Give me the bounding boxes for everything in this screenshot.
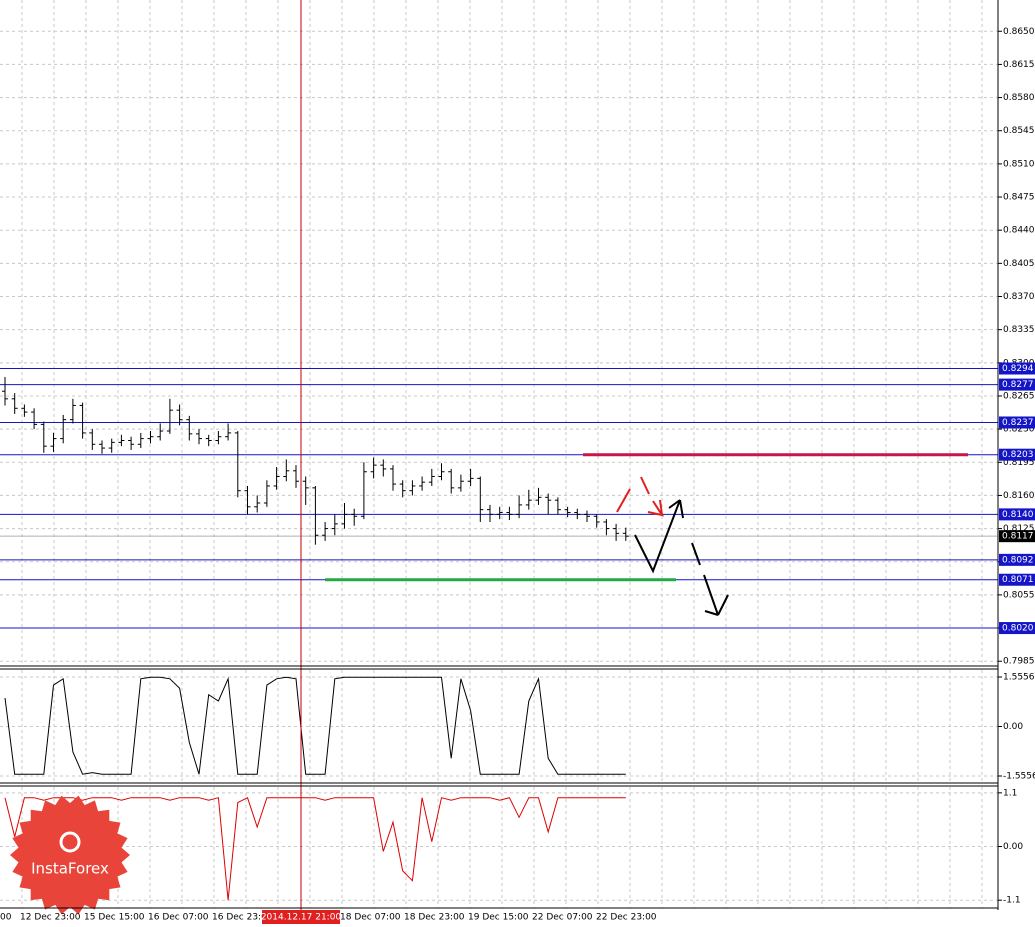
level-label: 0.8140 (1002, 510, 1034, 520)
x-tick-label: 12 Dec 23:00 (20, 913, 81, 923)
logo: InstaForex (10, 795, 130, 915)
x-tick-label: 00 (0, 913, 12, 923)
logo-badge (10, 795, 130, 915)
crosshair-label-box (262, 910, 340, 924)
indicator-line (4, 796, 626, 901)
y-tick-label: 0.8230 (1003, 425, 1035, 435)
level-label-box (999, 362, 1035, 375)
y-tick-label: 0.8335 (1003, 325, 1035, 335)
logo-icon (59, 831, 81, 853)
y-tick-label: 0.00 (1003, 722, 1023, 732)
x-tick-label: 15 Dec 15:00 (84, 913, 145, 923)
y-tick-label: 0.8405 (1003, 259, 1035, 269)
black-arrow (691, 542, 729, 616)
level-label-box (999, 448, 1035, 461)
y-tick-label: 0.8125 (1003, 524, 1035, 534)
forecast-arrows (616, 476, 729, 616)
level-label: 0.8020 (1002, 624, 1034, 634)
y-tick-label: 0.8160 (1003, 491, 1035, 501)
price-label: 0.8117 (1002, 532, 1034, 542)
crosshair-label: 2014.12.17 21:00 (261, 913, 342, 923)
y-tick-label: 0.8265 (1003, 391, 1035, 401)
x-tick-label: 18 Dec 23:00 (404, 913, 465, 923)
y-tick-label: 0.8440 (1003, 226, 1035, 236)
y-tick-label: -1.1 (1003, 896, 1021, 906)
y-tick-label: 0.8195 (1003, 458, 1035, 468)
x-tick-label: 18 Dec 07:00 (340, 913, 401, 923)
indicator-line (4, 676, 626, 775)
y-tick-label: 0.8615 (1003, 60, 1035, 70)
y-tick-label: 0.8475 (1003, 193, 1035, 203)
red-arrow (640, 476, 665, 517)
y-tick-label: 0.8055 (1003, 590, 1035, 600)
grid (0, 0, 998, 908)
level-label: 0.8237 (1002, 418, 1034, 428)
y-tick-label: 0.8510 (1003, 159, 1035, 169)
level-label: 0.8203 (1002, 450, 1034, 460)
x-tick-label: 22 Dec 07:00 (532, 913, 593, 923)
y-tick-label: 0.8545 (1003, 126, 1035, 136)
black-arrow (634, 499, 684, 574)
y-tick-label: 0.8650 (1003, 27, 1035, 37)
level-label-box (999, 573, 1035, 586)
plot (0, 367, 998, 901)
level-label-box (999, 553, 1035, 566)
level-label: 0.8277 (1002, 380, 1034, 390)
level-label: 0.8071 (1002, 575, 1034, 585)
level-label-box (999, 508, 1035, 521)
x-tick-label: 22 Dec 23:00 (596, 913, 657, 923)
y-tick-label: -1.5556 (1003, 771, 1035, 781)
level-label-box (999, 622, 1035, 635)
y-tick-label: 1.1 (1003, 788, 1017, 798)
y-tick-label: 0.8580 (1003, 93, 1035, 103)
logo-text: InstaForex (31, 860, 109, 878)
level-label-box (999, 416, 1035, 429)
y-tick-label: 0.00 (1003, 842, 1023, 852)
price-label-box (999, 530, 1035, 543)
level-label-box (999, 378, 1035, 391)
red-arrow (616, 488, 631, 513)
x-tick-label: 16 Dec 23:00 (212, 913, 273, 923)
level-label: 0.8092 (1002, 555, 1034, 565)
y-tick-label: 1.5556 (1003, 673, 1035, 683)
level-label: 0.8294 (1002, 364, 1034, 374)
x-tick-label: 16 Dec 07:00 (148, 913, 209, 923)
y-tick-label: 0.7985 (1003, 657, 1035, 667)
y-tick-label: 0.8370 (1003, 292, 1035, 302)
x-tick-label: 19 Dec 15:00 (468, 913, 529, 923)
